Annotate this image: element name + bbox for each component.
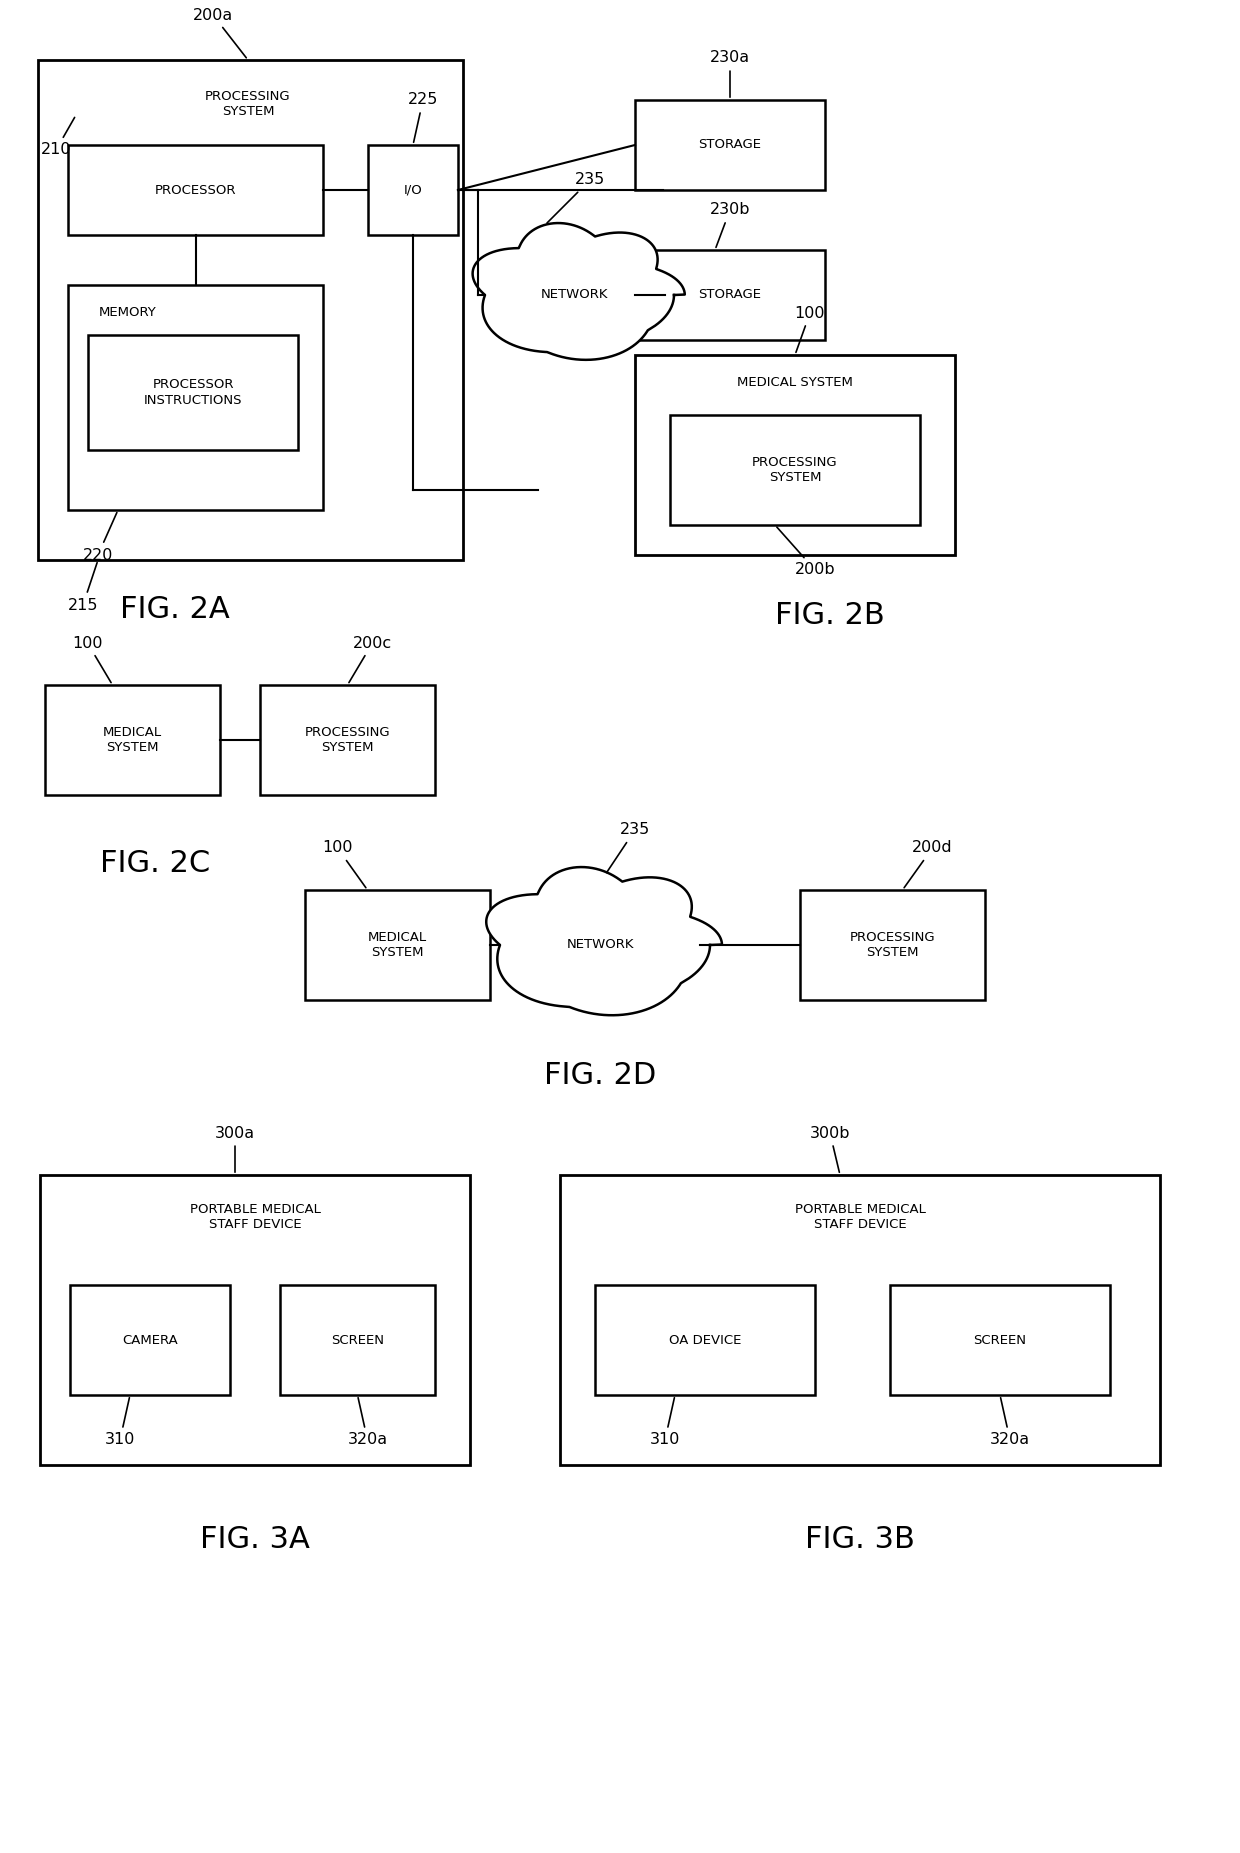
Text: FIG. 2B: FIG. 2B <box>775 600 885 630</box>
Bar <box>69 1284 229 1395</box>
Bar <box>368 145 458 235</box>
Bar <box>45 686 219 795</box>
Text: 200a: 200a <box>193 7 247 57</box>
Text: 235: 235 <box>547 172 605 222</box>
Text: FIG. 3A: FIG. 3A <box>200 1525 310 1555</box>
Bar <box>890 1284 1110 1395</box>
Polygon shape <box>486 867 722 1015</box>
Text: 225: 225 <box>408 93 438 143</box>
Bar <box>670 415 920 524</box>
Bar <box>635 100 825 191</box>
Text: FIG. 2A: FIG. 2A <box>120 595 229 624</box>
Text: 220: 220 <box>83 513 117 563</box>
Text: PROCESSING
SYSTEM: PROCESSING SYSTEM <box>305 726 391 754</box>
Text: 310: 310 <box>650 1397 681 1447</box>
Text: FIG. 3B: FIG. 3B <box>805 1525 915 1555</box>
Text: I/O: I/O <box>404 183 423 196</box>
Text: 300b: 300b <box>810 1125 851 1173</box>
Text: OA DEVICE: OA DEVICE <box>668 1334 742 1347</box>
Text: PROCESSING
SYSTEM: PROCESSING SYSTEM <box>205 91 291 119</box>
Bar <box>40 1175 470 1466</box>
Text: MEMORY: MEMORY <box>99 306 157 319</box>
Text: FIG. 2C: FIG. 2C <box>100 849 210 878</box>
Text: 230a: 230a <box>711 50 750 96</box>
Bar <box>38 59 463 560</box>
Text: 230b: 230b <box>709 202 750 248</box>
Text: PORTABLE MEDICAL
STAFF DEVICE: PORTABLE MEDICAL STAFF DEVICE <box>190 1203 320 1230</box>
Text: 310: 310 <box>105 1397 135 1447</box>
Text: MEDICAL
SYSTEM: MEDICAL SYSTEM <box>368 930 427 960</box>
Text: NETWORK: NETWORK <box>567 938 634 951</box>
Bar <box>260 686 435 795</box>
Text: 320a: 320a <box>990 1397 1030 1447</box>
Bar <box>88 335 298 450</box>
Text: PROCESSOR: PROCESSOR <box>155 183 237 196</box>
Text: 200c: 200c <box>348 636 392 682</box>
Bar <box>560 1175 1159 1466</box>
Bar <box>68 145 322 235</box>
Text: 210: 210 <box>41 117 74 158</box>
Text: 300a: 300a <box>215 1125 255 1173</box>
Text: STORAGE: STORAGE <box>698 289 761 302</box>
Bar <box>635 250 825 339</box>
Text: PROCESSOR
INSTRUCTIONS: PROCESSOR INSTRUCTIONS <box>144 378 242 406</box>
Text: 320a: 320a <box>347 1397 388 1447</box>
Polygon shape <box>472 222 684 359</box>
Text: 100: 100 <box>72 636 112 682</box>
Text: 215: 215 <box>68 563 98 613</box>
Bar <box>635 356 955 556</box>
Text: MEDICAL
SYSTEM: MEDICAL SYSTEM <box>103 726 162 754</box>
Text: FIG. 2D: FIG. 2D <box>544 1060 656 1090</box>
Text: 200b: 200b <box>776 526 836 578</box>
Bar <box>595 1284 815 1395</box>
Text: 100: 100 <box>322 841 366 888</box>
Text: NETWORK: NETWORK <box>541 289 609 302</box>
Text: 200d: 200d <box>904 841 952 888</box>
Text: SCREEN: SCREEN <box>331 1334 384 1347</box>
Text: PROCESSING
SYSTEM: PROCESSING SYSTEM <box>753 456 838 484</box>
Text: MEDICAL SYSTEM: MEDICAL SYSTEM <box>737 376 853 389</box>
Text: CAMERA: CAMERA <box>122 1334 177 1347</box>
Bar <box>280 1284 435 1395</box>
Text: PROCESSING
SYSTEM: PROCESSING SYSTEM <box>849 930 935 960</box>
Text: PORTABLE MEDICAL
STAFF DEVICE: PORTABLE MEDICAL STAFF DEVICE <box>795 1203 925 1230</box>
Text: 235: 235 <box>606 823 650 873</box>
Text: SCREEN: SCREEN <box>973 1334 1027 1347</box>
Text: STORAGE: STORAGE <box>698 139 761 152</box>
Bar <box>305 889 490 1001</box>
Text: 100: 100 <box>795 306 826 352</box>
Bar <box>68 285 322 510</box>
Bar <box>800 889 985 1001</box>
